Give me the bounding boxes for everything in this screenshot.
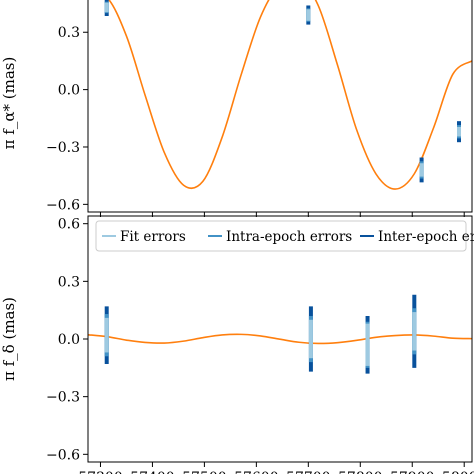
ra-parallax-panel: −0.6 −0.3 0.0 0.3 π f_α* (mas) — [0, 0, 473, 217]
legend-intra-entry-label: Intra-epoch errors — [226, 229, 352, 245]
x-tick-label: 57400 — [130, 470, 175, 474]
x-tick-label: 57300 — [78, 470, 123, 474]
y-axis-label: π f_α* (mas) — [0, 57, 18, 150]
y-tick-label: 0.3 — [58, 25, 80, 41]
x-tick-label: 58000 — [442, 470, 474, 474]
y-tick-label: −0.3 — [46, 390, 80, 406]
y-tick-label: 0.6 — [58, 217, 80, 233]
y-tick-label: 0.3 — [58, 274, 80, 290]
axes-frame — [87, 0, 473, 213]
y-axis-label: π f_δ (mas) — [0, 297, 18, 381]
x-tick-label: 57600 — [234, 470, 279, 474]
x-tick-label: 57800 — [338, 470, 383, 474]
dec-parallax-panel: −0.6 −0.3 0.0 0.3 0.6 57300 57400 57500 57600 577… — [0, 215, 474, 474]
parallax-model-curve — [88, 333, 472, 345]
parallax-model-curve — [108, 0, 472, 190]
x-tick-label: 57700 — [286, 470, 331, 474]
x-tick-label: 57900 — [390, 470, 435, 474]
y-tick-label: −0.6 — [46, 197, 80, 213]
legend-fit-entry-label: Fit errors — [120, 229, 186, 245]
legend-inter-entry-label: Inter-epoch errors — [378, 229, 474, 245]
x-tick-label: 57500 — [182, 470, 227, 474]
y-tick-label: −0.6 — [46, 447, 80, 463]
legend: Fit errors Intra-epoch errors Inter-epoch … — [95, 220, 474, 252]
y-tick-label: 0.0 — [58, 332, 80, 348]
y-tick-label: −0.3 — [46, 140, 80, 156]
axes-frame — [87, 215, 473, 463]
y-tick-label: 0.0 — [58, 83, 80, 99]
legend-box — [95, 220, 467, 252]
